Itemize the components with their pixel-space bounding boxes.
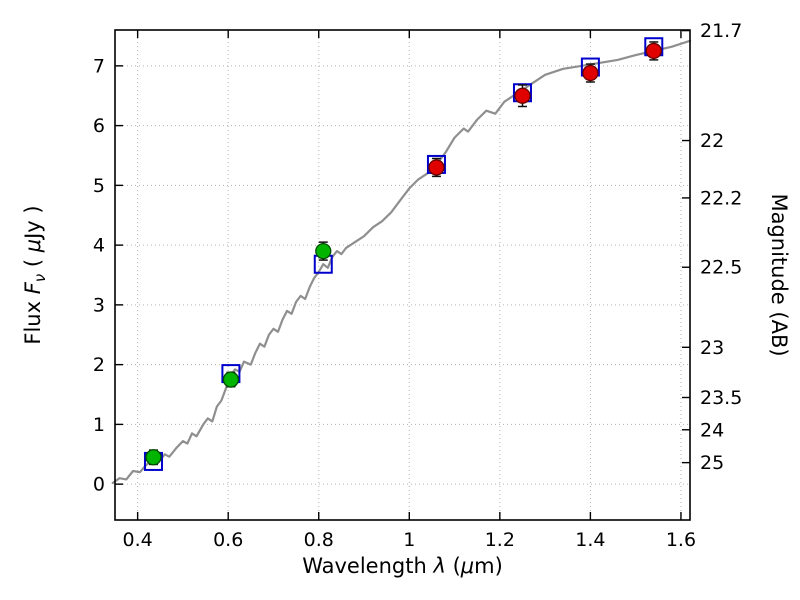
observed-photometry-circles <box>145 42 662 466</box>
model-photometry-squares <box>143 37 664 471</box>
y-right-tick-label: 24 <box>700 419 724 441</box>
y-left-tick-label: 3 <box>93 294 105 316</box>
x-tick-label: 0.6 <box>213 529 243 551</box>
axis-labels: Wavelength λ (μm) Flux Fν ( μJy ) Magnitud… <box>21 193 791 578</box>
gridlines <box>115 30 690 520</box>
x-axis-label: Wavelength λ (μm) <box>302 554 503 578</box>
x-tick-label: 1.6 <box>666 529 696 551</box>
y-left-tick-label: 5 <box>93 175 105 197</box>
x-tick-label: 1.2 <box>485 529 515 551</box>
y-left-tick-label: 4 <box>93 235 105 257</box>
y-right-tick-label: 22 <box>700 130 724 152</box>
y-left-tick-label: 7 <box>93 55 105 77</box>
y-right-tick-label: 23 <box>700 337 724 359</box>
y-right-tick-label: 23.5 <box>700 387 742 409</box>
model-spectrum-line <box>111 39 692 485</box>
y-right-tick-label: 22.2 <box>700 187 742 209</box>
y-right-tick-label: 22.5 <box>700 257 742 279</box>
tick-labels: 0.4 0.6 0.8 1 1.2 1.4 1.60123456721.72222.222.… <box>93 20 742 551</box>
x-tick-label: 0.4 <box>123 529 153 551</box>
y-left-tick-label: 2 <box>93 354 105 376</box>
y-left-tick-label: 0 <box>93 474 105 496</box>
axes-frame <box>114 29 691 521</box>
y-left-tick-label: 6 <box>93 115 105 137</box>
error-bars <box>148 41 659 466</box>
y-right-tick-label: 21.7 <box>700 20 742 42</box>
y-right-axis-label: Magnitude (AB) <box>767 193 791 356</box>
tick-marks <box>115 29 690 520</box>
y-left-axis-label: Flux Fν ( μJy ) <box>21 205 49 344</box>
x-tick-label: 1 <box>403 529 415 551</box>
y-right-tick-label: 25 <box>700 452 724 474</box>
y-left-tick-label: 1 <box>93 414 105 436</box>
x-tick-label: 1.4 <box>575 529 605 551</box>
x-tick-label: 0.8 <box>304 529 334 551</box>
